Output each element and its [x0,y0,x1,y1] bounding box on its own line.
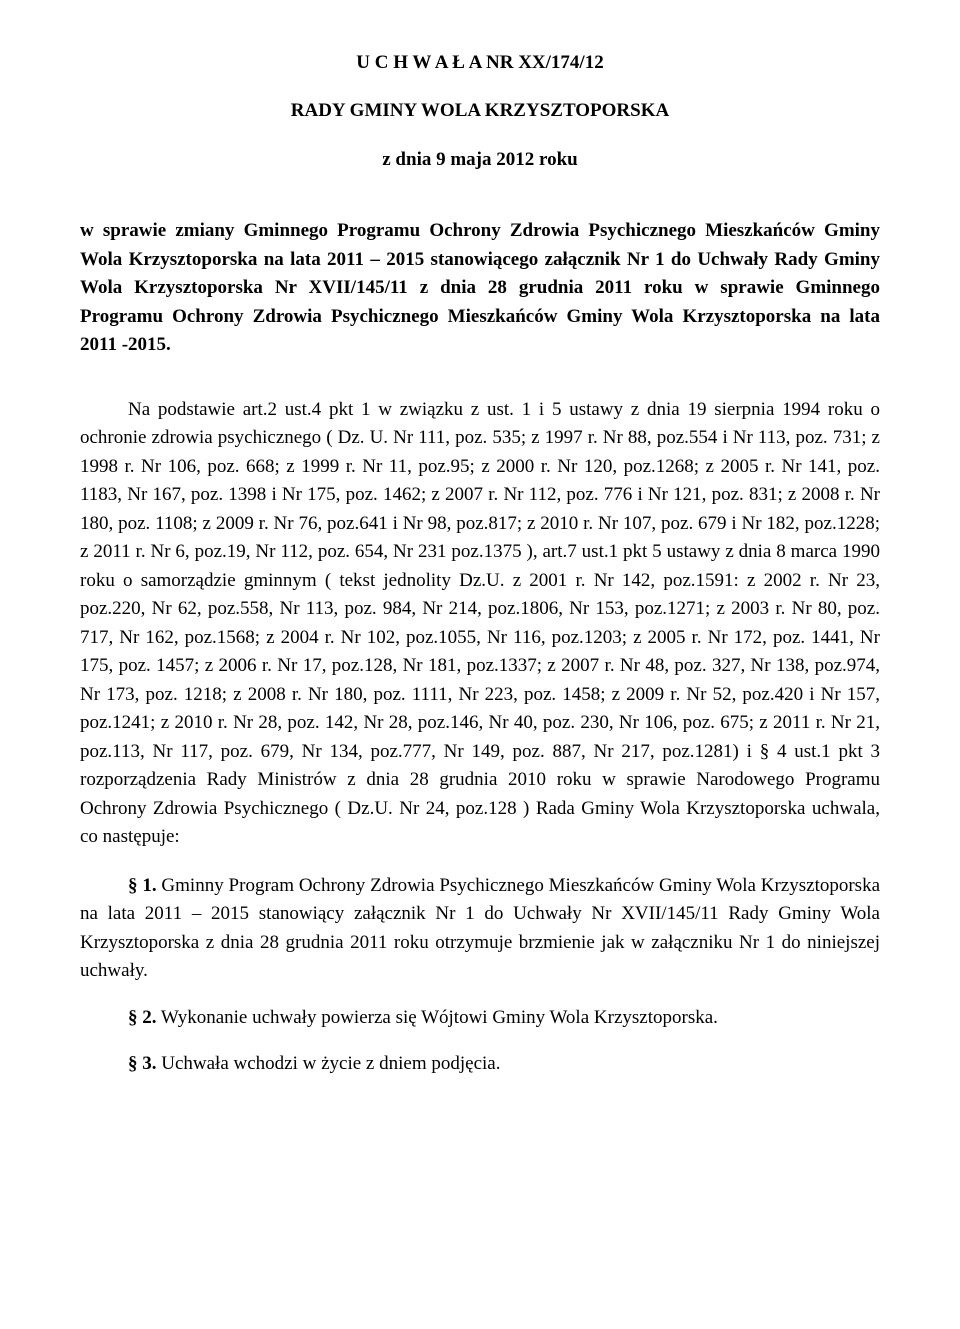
section-2-text: Wykonanie uchwały powierza się Wójtowi G… [157,1007,718,1028]
spacer [80,199,880,217]
section-1-text: Gminny Program Ochrony Zdrowia Psychiczn… [80,875,880,982]
spacer [80,78,880,96]
section-2-label: § 2. [128,1007,157,1028]
spacer [80,127,880,145]
section-3-label: § 3. [128,1053,157,1074]
title-block: U C H W A Ł A NR XX/174/12 RADY GMINY WO… [80,48,880,175]
resolution-subject: w sprawie zmiany Gminnego Programu Ochro… [80,217,880,360]
council-name: RADY GMINY WOLA KRZYSZTOPORSKA [80,96,880,126]
section-3-text: Uchwała wchodzi w życie z dniem podjęcia… [157,1053,501,1074]
section-3: § 3. Uchwała wchodzi w życie z dniem pod… [80,1050,880,1079]
section-1: § 1. Gminny Program Ochrony Zdrowia Psyc… [80,872,880,986]
resolution-number: U C H W A Ł A NR XX/174/12 [80,48,880,78]
section-2: § 2. Wykonanie uchwały powierza się Wójt… [80,1004,880,1033]
resolution-date: z dnia 9 maja 2012 roku [80,145,880,175]
section-1-label: § 1. [128,875,157,896]
document-page: U C H W A Ł A NR XX/174/12 RADY GMINY WO… [0,0,960,1329]
legal-preamble: Na podstawie art.2 ust.4 pkt 1 w związku… [80,396,880,852]
